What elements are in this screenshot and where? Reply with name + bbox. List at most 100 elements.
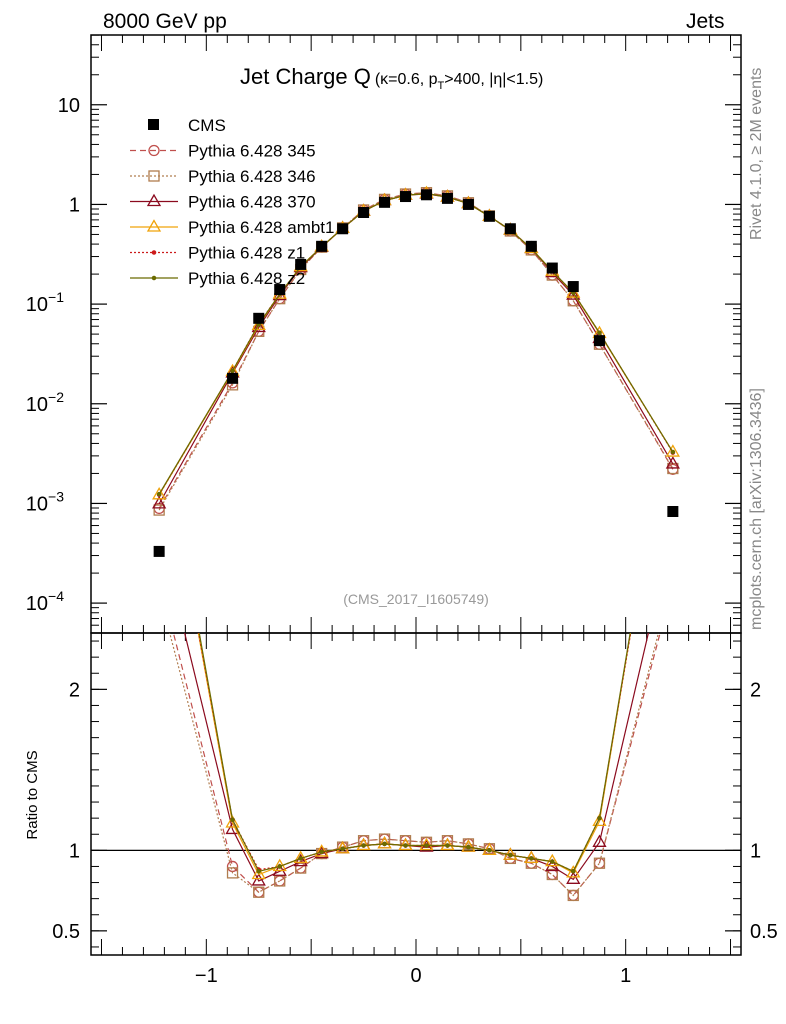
y-tick-label: 10−3: [26, 488, 64, 515]
cms-data-point: [441, 192, 453, 204]
cms-data-point: [400, 191, 412, 203]
cms-data-point: [153, 545, 165, 557]
legend-marker-3: [146, 219, 162, 232]
cms-data-point: [546, 262, 558, 274]
watermark: (CMS_2017_I1605749): [343, 591, 489, 607]
cms-data-point: [358, 206, 370, 218]
cms-data-point: [295, 258, 307, 270]
ratio-tick-label: 0.5: [52, 921, 80, 943]
ratio-point-3: [545, 853, 560, 867]
legend-label-4: Pythia 6.428 z1: [188, 244, 305, 263]
ratio-line-5: [198, 633, 631, 873]
ratio-point-4: [157, 414, 161, 418]
ratio-point-3: [398, 837, 413, 851]
x-tick-label: −1: [195, 965, 218, 987]
ratio-point-5: [340, 846, 345, 852]
legend-label-0: Pythia 6.428 345: [188, 142, 316, 161]
series-point-5: [156, 491, 162, 497]
chart-title: Jet Charge Q (κ=0.6, pT>400, |η|<1.5): [240, 64, 543, 92]
cms-data-point: [274, 284, 286, 296]
cms-data-point: [483, 210, 495, 222]
ratio-point-2: [592, 834, 607, 847]
ratio-point-5: [256, 868, 262, 874]
ratio-point-5: [570, 868, 576, 874]
ratio-point-5: [157, 406, 161, 410]
series-point-5: [597, 330, 602, 336]
cms-data-point: [504, 223, 516, 235]
ratio-tick-label: 2: [69, 679, 80, 701]
ratio-point-0: [154, 572, 164, 582]
ratio-point-5: [597, 815, 602, 821]
cms-data-point: [227, 372, 239, 384]
ratio-point-5: [424, 843, 429, 848]
x-tick-label: 1: [620, 965, 631, 987]
cms-data-point: [462, 198, 474, 210]
cms-data-point: [337, 223, 349, 235]
y-tick-label: 10: [58, 95, 80, 117]
series-point-3: [251, 317, 266, 331]
ratio-point-1: [253, 886, 265, 898]
ratio-point-1: [593, 857, 606, 869]
series-point-1: [153, 504, 165, 516]
legend-marker-2: [146, 193, 162, 207]
ratio-plot: −1 0 1 2 2 1 1 0.5 0.5 Ratio to CMS: [24, 369, 778, 987]
ratio-point-3: [566, 865, 581, 878]
ratio-point-5: [487, 848, 492, 853]
ratio-point-3: [377, 836, 392, 849]
ratio-frame: [90, 632, 742, 956]
header-left: 8000 GeV pp: [103, 10, 227, 33]
ratio-tick-label-right: 2: [750, 679, 761, 701]
ratio-point-5: [382, 841, 387, 847]
series-point-2: [251, 319, 266, 333]
series-point-3: [152, 486, 167, 500]
ratio-point-2: [293, 853, 308, 867]
ratio-point-0: [668, 580, 678, 590]
cms-data-point: [420, 189, 432, 201]
legend-marker-4: [151, 250, 157, 255]
ratio-point-5: [319, 849, 324, 855]
ratio-point-1: [154, 588, 164, 598]
ratio-series-group: [153, 369, 679, 902]
series-line-0: [158, 192, 674, 509]
ratio-point-2: [153, 522, 165, 533]
ratio-tick-label: 1: [69, 840, 80, 862]
cms-data-point: [667, 505, 679, 517]
ratio-point-1: [295, 862, 307, 874]
legend-cms-label: CMS: [188, 116, 226, 135]
ratio-point-1: [546, 868, 558, 881]
ratio-point-2: [251, 873, 266, 886]
ratio-line-0: [172, 633, 661, 897]
ratio-point-3: [667, 369, 679, 380]
ratio-tick-label-right: 1: [750, 840, 761, 862]
legend-label-3: Pythia 6.428 ambt1: [188, 218, 334, 237]
y-tick-label: 10−4: [26, 588, 64, 615]
ratio-point-3: [592, 813, 607, 827]
ratio-point-5: [671, 374, 675, 378]
ratio-point-2: [566, 871, 581, 884]
header-right: Jets: [686, 10, 725, 33]
legend-label-5: Pythia 6.428 z2: [188, 269, 305, 288]
ratio-point-5: [298, 856, 303, 861]
cms-data-point: [567, 281, 579, 293]
y-tick-label: 10−1: [26, 289, 64, 316]
ratio-point-4: [671, 382, 675, 386]
main-plot: 10 1 10−1 10−2 10−3 10−4: [26, 34, 742, 955]
ratio-point-3: [419, 837, 434, 851]
y-tick-label: 1: [69, 194, 80, 216]
ratio-point-3: [461, 839, 476, 852]
ratio-point-1: [226, 867, 239, 879]
legend-label-1: Pythia 6.428 346: [188, 167, 316, 186]
ratio-point-3: [440, 837, 455, 851]
legend-marker-5: [151, 275, 157, 281]
ratio-point-5: [508, 852, 513, 858]
ratio-point-1: [274, 875, 286, 887]
cms-data-point: [253, 312, 265, 324]
series-point-2: [665, 456, 680, 469]
cms-data-point: [316, 240, 328, 252]
ratio-point-5: [361, 843, 366, 848]
ratio-line-1: [169, 633, 660, 897]
ratio-point-5: [549, 859, 555, 864]
cms-data-point: [379, 196, 391, 208]
ratio-axis-label: Ratio to CMS: [24, 750, 41, 839]
ratio-tick-label-right: 0.5: [750, 921, 778, 943]
